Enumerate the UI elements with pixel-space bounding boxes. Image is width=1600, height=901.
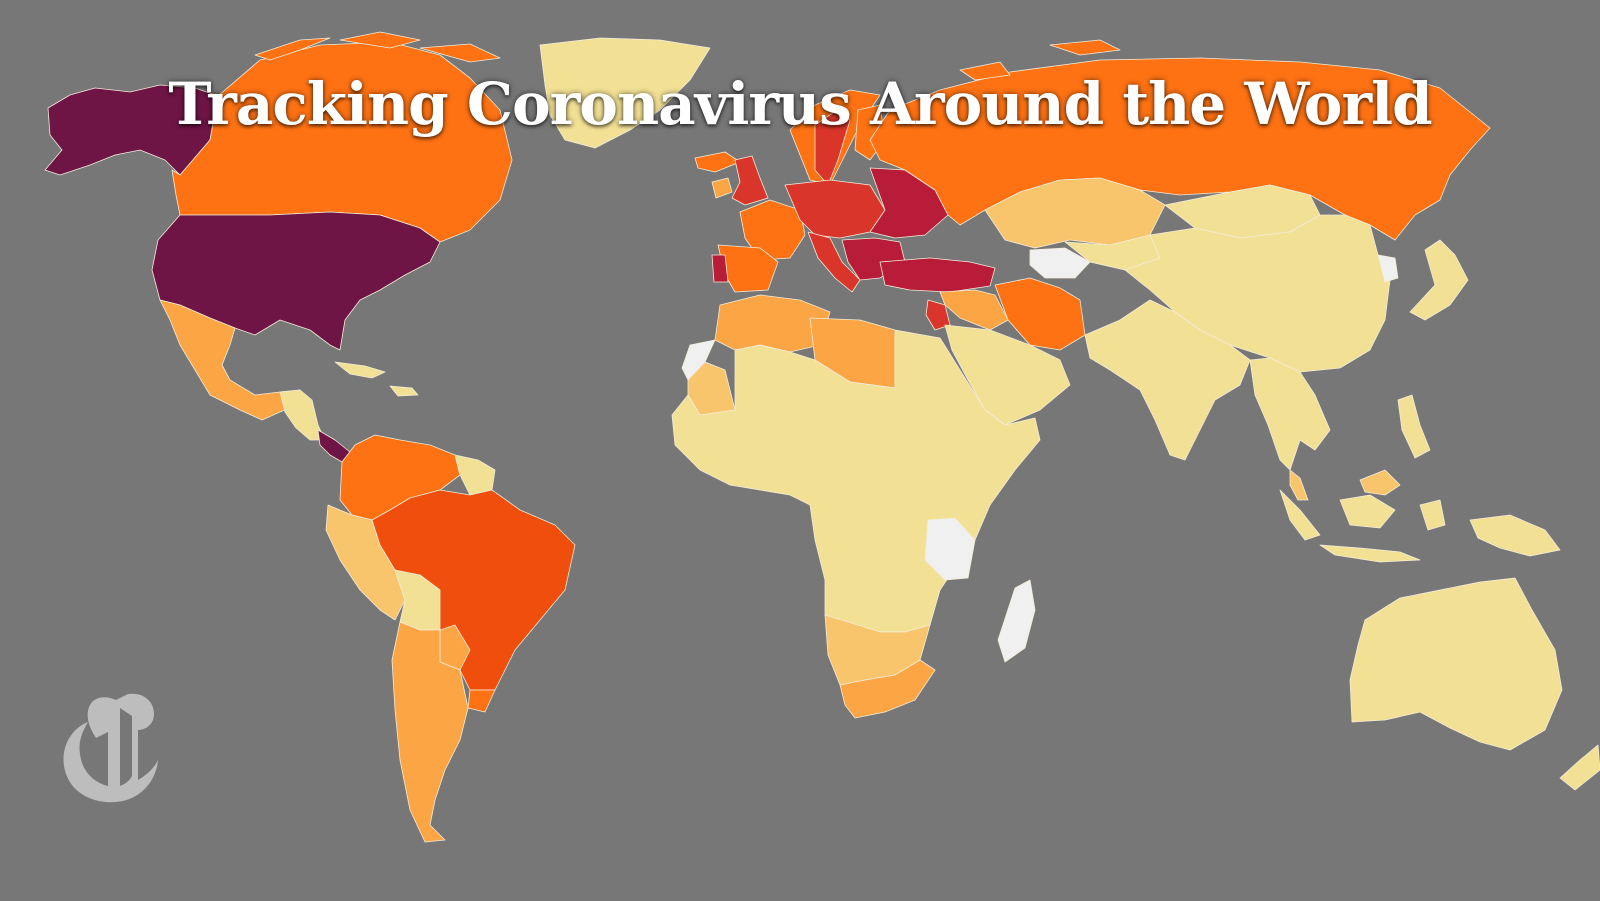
region-china[interactable]: [1124, 214, 1391, 373]
region-norway-sweden-dark[interactable]: [814, 107, 851, 186]
region-iraq-syria[interactable]: [939, 289, 1009, 331]
region-peru-ecuador[interactable]: [325, 504, 406, 621]
region-india[interactable]: [1084, 299, 1251, 461]
region-caribbean[interactable]: [334, 361, 419, 397]
region-canada-arctic[interactable]: [254, 31, 501, 63]
region-madagascar[interactable]: [997, 579, 1036, 663]
region-uk[interactable]: [731, 155, 769, 206]
region-middle-east[interactable]: [944, 324, 1071, 426]
region-malaysia[interactable]: [1289, 469, 1401, 501]
region-greenland[interactable]: [539, 37, 711, 149]
region-kazakhstan[interactable]: [984, 177, 1166, 249]
region-southeast-asia[interactable]: [1249, 357, 1331, 471]
region-japan[interactable]: [1409, 239, 1469, 321]
nyt-t-logo: [63, 693, 158, 803]
region-russia-arctic[interactable]: [959, 39, 1121, 81]
region-argentina-chile[interactable]: [391, 621, 469, 843]
region-iceland[interactable]: [694, 151, 741, 173]
region-new-zealand[interactable]: [1559, 744, 1600, 791]
region-north-africa[interactable]: [714, 294, 831, 353]
region-tanzania[interactable]: [924, 517, 976, 581]
region-portugal[interactable]: [711, 254, 729, 283]
region-philippines[interactable]: [1397, 394, 1431, 459]
region-france[interactable]: [739, 199, 806, 261]
region-turkey[interactable]: [879, 257, 996, 293]
region-italy[interactable]: [807, 231, 861, 293]
region-turkmenistan[interactable]: [1029, 247, 1091, 279]
region-uruguay[interactable]: [467, 689, 496, 713]
region-australia[interactable]: [1349, 577, 1563, 751]
region-ireland[interactable]: [711, 177, 733, 199]
region-indonesia[interactable]: [1279, 489, 1446, 563]
region-guyanas[interactable]: [454, 454, 496, 496]
region-north-korea[interactable]: [1377, 254, 1399, 283]
region-south-africa[interactable]: [839, 659, 936, 719]
region-papua-new-guinea[interactable]: [1469, 514, 1561, 557]
region-jordan[interactable]: [925, 299, 951, 331]
region-alaska[interactable]: [44, 84, 219, 176]
page-title: Tracking Coronavirus Around the World: [168, 70, 1432, 138]
